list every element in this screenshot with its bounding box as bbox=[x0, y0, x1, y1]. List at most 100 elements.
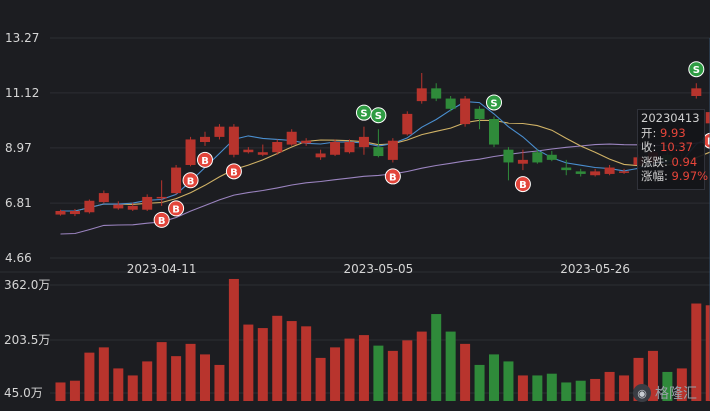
price-tick-label: 4.66 bbox=[5, 251, 32, 265]
candle-body bbox=[402, 113, 413, 135]
volume-tick-label: 203.5万 bbox=[4, 333, 50, 347]
volume-bar bbox=[84, 352, 95, 401]
tooltip-date: 20230413 bbox=[641, 111, 700, 125]
candle-body bbox=[358, 136, 369, 148]
candle-body bbox=[330, 141, 341, 155]
candle-body bbox=[489, 118, 499, 145]
candle-body bbox=[546, 154, 557, 160]
x-tick-label: 2023-05-26 bbox=[560, 262, 630, 276]
tooltip-change: 涨跌: 0.94 bbox=[641, 154, 698, 169]
candle-body bbox=[113, 204, 124, 209]
candle-body bbox=[228, 126, 239, 155]
candle-body bbox=[142, 196, 153, 210]
volume-bar bbox=[55, 382, 66, 401]
candle-body bbox=[171, 167, 182, 194]
volume-bar bbox=[402, 340, 413, 401]
candle-body bbox=[445, 98, 456, 109]
volume-bar bbox=[185, 343, 196, 401]
signal-label: B bbox=[389, 172, 397, 183]
x-tick-label: 2023-04-11 bbox=[127, 262, 197, 276]
signal-label: S bbox=[375, 111, 382, 122]
volume-bar bbox=[228, 278, 239, 401]
price-tick-label: 8.97 bbox=[5, 141, 32, 155]
sell-signal-marker bbox=[688, 61, 705, 78]
volume-tick-label: 45.0万 bbox=[4, 386, 43, 400]
volume-bar bbox=[619, 375, 630, 401]
buy-signal-marker bbox=[514, 176, 531, 193]
buy-signal-marker bbox=[182, 172, 199, 189]
volume-bar bbox=[517, 375, 528, 401]
signal-label: B bbox=[158, 216, 166, 227]
candle-body bbox=[431, 88, 442, 99]
signal-label: S bbox=[693, 65, 700, 76]
candle-body bbox=[705, 112, 710, 124]
tooltip-panel: 20230413 开: 9.93 收: 10.37 涨跌: 0.94 涨幅: 9… bbox=[637, 109, 709, 190]
candle-body bbox=[69, 210, 80, 215]
candle-body bbox=[243, 149, 254, 153]
volume-bar bbox=[113, 368, 124, 401]
buy-signal-marker bbox=[153, 211, 170, 228]
volume-bar bbox=[214, 364, 225, 401]
candle-body bbox=[286, 131, 297, 145]
price-tick-label: 11.12 bbox=[5, 86, 39, 100]
candle-body bbox=[156, 196, 167, 199]
tooltip-close: 收: 10.37 bbox=[641, 140, 693, 154]
volume-bar bbox=[156, 342, 167, 401]
volume-bar bbox=[200, 354, 210, 401]
volume-bar bbox=[344, 338, 355, 401]
volume-bar bbox=[561, 382, 572, 401]
candle-body bbox=[474, 108, 485, 119]
volume-bar bbox=[272, 315, 283, 401]
volume-bar bbox=[489, 354, 499, 401]
signal-label: B bbox=[172, 204, 180, 215]
candle-body bbox=[214, 126, 225, 137]
candle-body bbox=[344, 141, 355, 153]
candle-body bbox=[460, 98, 471, 125]
buy-signal-marker bbox=[384, 168, 401, 185]
candle-body bbox=[590, 171, 601, 176]
volume-bar bbox=[532, 375, 543, 401]
signal-label: B bbox=[707, 137, 710, 148]
volume-bar bbox=[431, 314, 442, 401]
candle-body bbox=[503, 149, 514, 163]
volume-bar bbox=[257, 328, 268, 401]
volume-bar bbox=[546, 373, 557, 401]
candle-body bbox=[200, 136, 210, 142]
volume-bar bbox=[69, 380, 80, 401]
volume-bar bbox=[691, 303, 702, 401]
volume-bar bbox=[676, 368, 687, 401]
brand-watermark: ◉ 格隆汇 bbox=[633, 380, 697, 406]
volume-bar bbox=[590, 378, 601, 401]
tooltip-change-pct: 涨幅: 9.97% bbox=[641, 169, 709, 183]
candle-body bbox=[604, 167, 615, 174]
volume-bar bbox=[330, 347, 341, 401]
candle-body bbox=[301, 140, 312, 144]
signal-label: B bbox=[519, 180, 527, 191]
volume-bar bbox=[142, 361, 153, 401]
volume-bar bbox=[705, 305, 710, 401]
signal-label: B bbox=[201, 156, 209, 167]
volume-bar bbox=[387, 350, 398, 401]
price-tick-label: 13.27 bbox=[5, 31, 39, 45]
candle-body bbox=[561, 167, 572, 171]
candle-body bbox=[315, 153, 326, 158]
buy-signal-marker bbox=[225, 163, 242, 180]
candle-body bbox=[387, 140, 398, 160]
ma5-line bbox=[60, 101, 710, 212]
price-tick-label: 6.81 bbox=[5, 196, 32, 210]
volume-bar bbox=[633, 357, 644, 401]
volume-bar bbox=[460, 343, 471, 401]
candle-body bbox=[416, 88, 427, 102]
signal-label: S bbox=[490, 98, 497, 109]
volume-bar bbox=[315, 357, 326, 401]
volume-bar bbox=[127, 375, 138, 401]
volume-bar bbox=[301, 326, 312, 401]
signal-label: S bbox=[360, 109, 367, 120]
brand-text: 格隆汇 bbox=[655, 386, 697, 402]
volume-bar bbox=[171, 356, 182, 401]
tooltip-open: 开: 9.93 bbox=[641, 125, 686, 140]
buy-signal-marker bbox=[168, 200, 185, 217]
volume-bar bbox=[604, 371, 615, 401]
candle-body bbox=[55, 210, 66, 215]
